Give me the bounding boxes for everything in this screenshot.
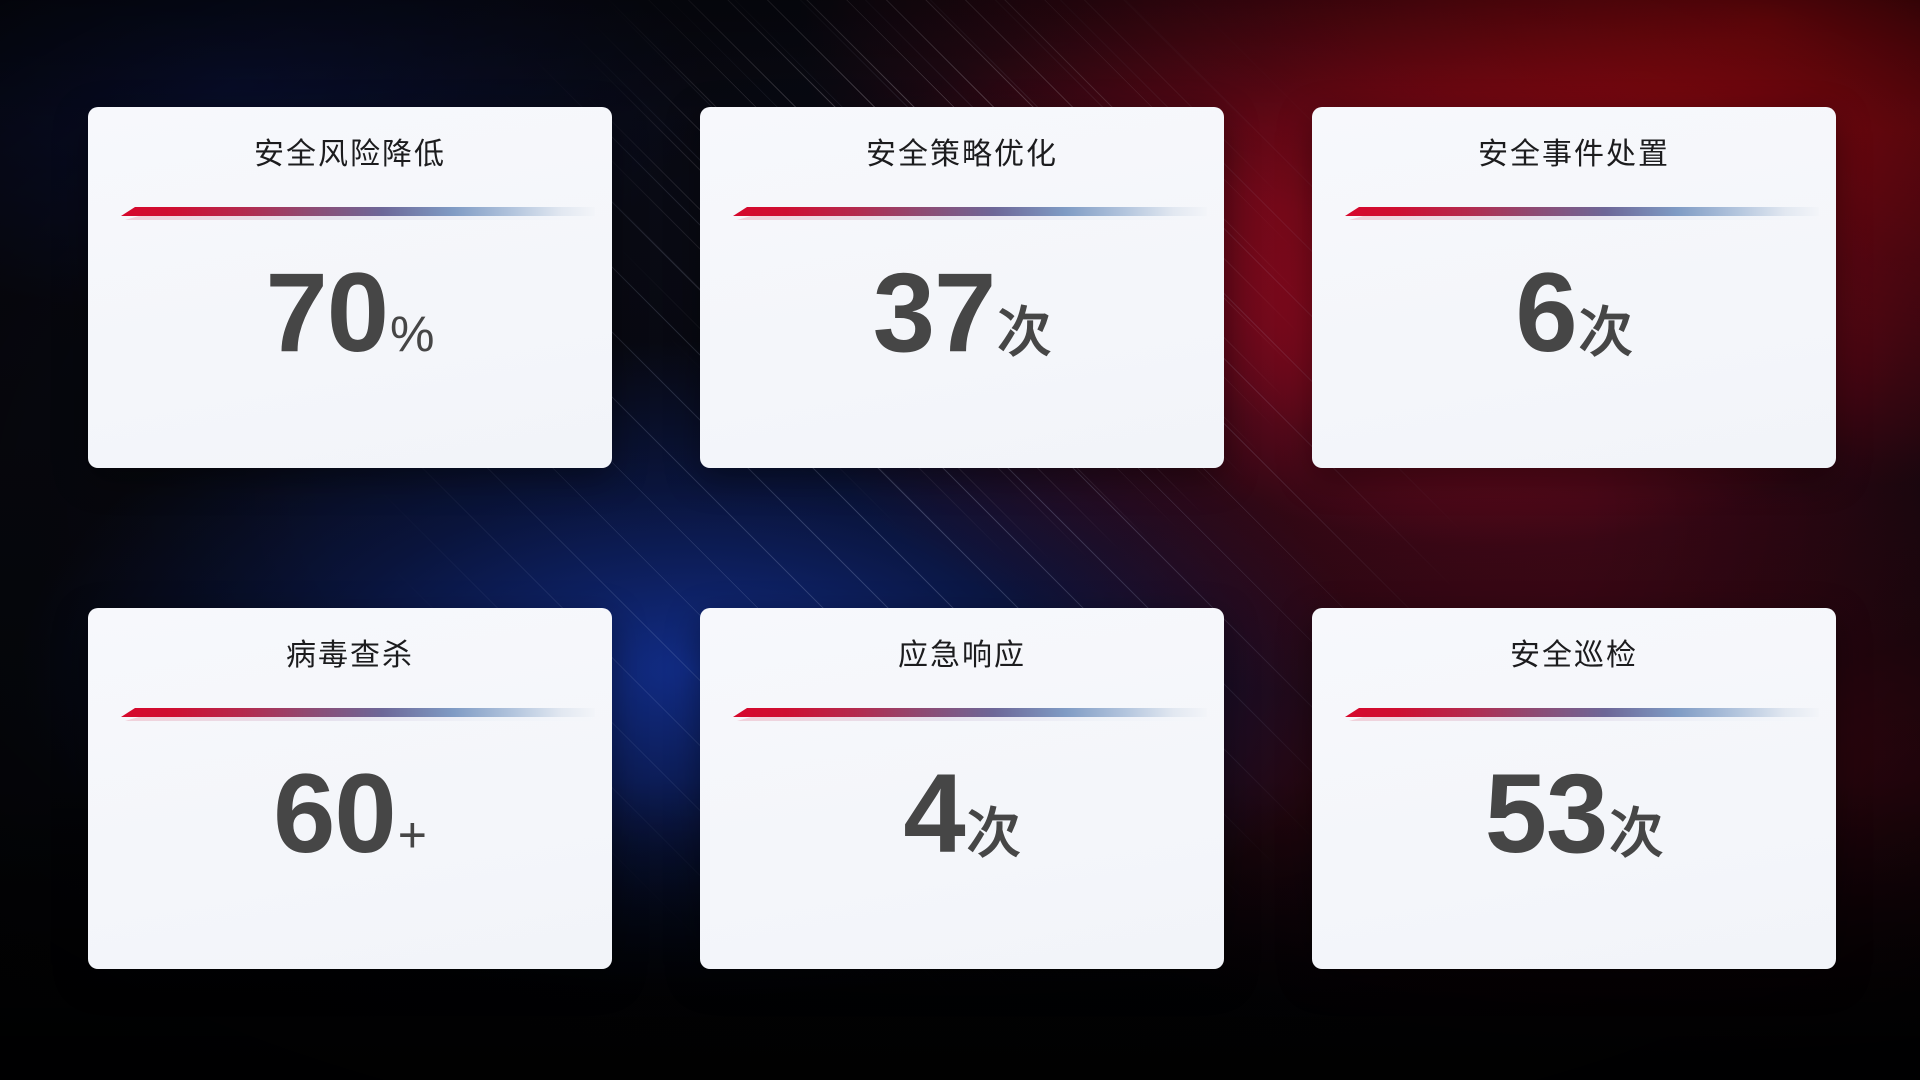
- stat-card-security-inspection[interactable]: 安全巡检 53次: [1312, 608, 1836, 969]
- stat-value-number: 37: [872, 250, 997, 375]
- accent-rule-glow: [737, 216, 1207, 220]
- stat-card-title: 应急响应: [898, 639, 1026, 672]
- accent-rule-glow: [1349, 717, 1819, 721]
- stat-card-title: 安全风险降低: [254, 138, 446, 171]
- stat-card-value: 53次: [1312, 758, 1836, 870]
- accent-rule: [121, 705, 595, 721]
- stat-value-unit: 次: [966, 804, 1021, 864]
- stat-card-value: 4次: [700, 758, 1224, 870]
- accent-rule-glow: [125, 216, 595, 220]
- stat-card-security-incident-handling[interactable]: 安全事件处置 6次: [1312, 107, 1836, 468]
- stat-card-virus-scanning[interactable]: 病毒查杀 60+: [88, 608, 612, 969]
- accent-rule: [733, 204, 1207, 220]
- stat-value-unit: 次: [1578, 303, 1633, 363]
- accent-rule: [1345, 204, 1819, 220]
- stat-value-number: 60: [273, 751, 397, 876]
- stat-card-grid: 安全风险降低 70% 安全策略优化 37次 安全事件处置: [88, 107, 1836, 969]
- stat-value-number: 70: [265, 250, 389, 375]
- accent-rule-bar: [733, 207, 1207, 216]
- stat-value-unit: 次: [1609, 804, 1664, 864]
- accent-rule-bar: [121, 708, 595, 717]
- stat-card-value: 6次: [1312, 257, 1836, 369]
- stat-card-value: 37次: [700, 257, 1224, 369]
- stat-card-title: 病毒查杀: [286, 639, 414, 672]
- stat-card-title: 安全事件处置: [1478, 138, 1670, 171]
- accent-rule: [121, 204, 595, 220]
- stat-value-unit: 次: [997, 303, 1052, 363]
- stat-card-security-risk-reduction[interactable]: 安全风险降低 70%: [88, 107, 612, 468]
- accent-rule: [1345, 705, 1819, 721]
- stat-card-value: 60+: [88, 758, 612, 870]
- stat-value-number: 6: [1515, 250, 1577, 375]
- stat-value-number: 4: [903, 751, 965, 876]
- accent-rule-bar: [1345, 708, 1819, 717]
- accent-rule-glow: [125, 717, 595, 721]
- accent-rule-bar: [733, 708, 1207, 717]
- accent-rule-bar: [121, 207, 595, 216]
- stat-card-title: 安全巡检: [1510, 639, 1638, 672]
- stat-card-security-policy-optimization[interactable]: 安全策略优化 37次: [700, 107, 1224, 468]
- accent-rule: [733, 705, 1207, 721]
- stat-value-number: 53: [1484, 751, 1609, 876]
- stat-value-unit: %: [390, 306, 435, 362]
- stat-card-emergency-response[interactable]: 应急响应 4次: [700, 608, 1224, 969]
- accent-rule-bar: [1345, 207, 1819, 216]
- accent-rule-glow: [1349, 216, 1819, 220]
- stat-value-unit: +: [397, 807, 427, 863]
- stat-card-title: 安全策略优化: [866, 138, 1058, 171]
- stat-card-value: 70%: [88, 257, 612, 369]
- accent-rule-glow: [737, 717, 1207, 721]
